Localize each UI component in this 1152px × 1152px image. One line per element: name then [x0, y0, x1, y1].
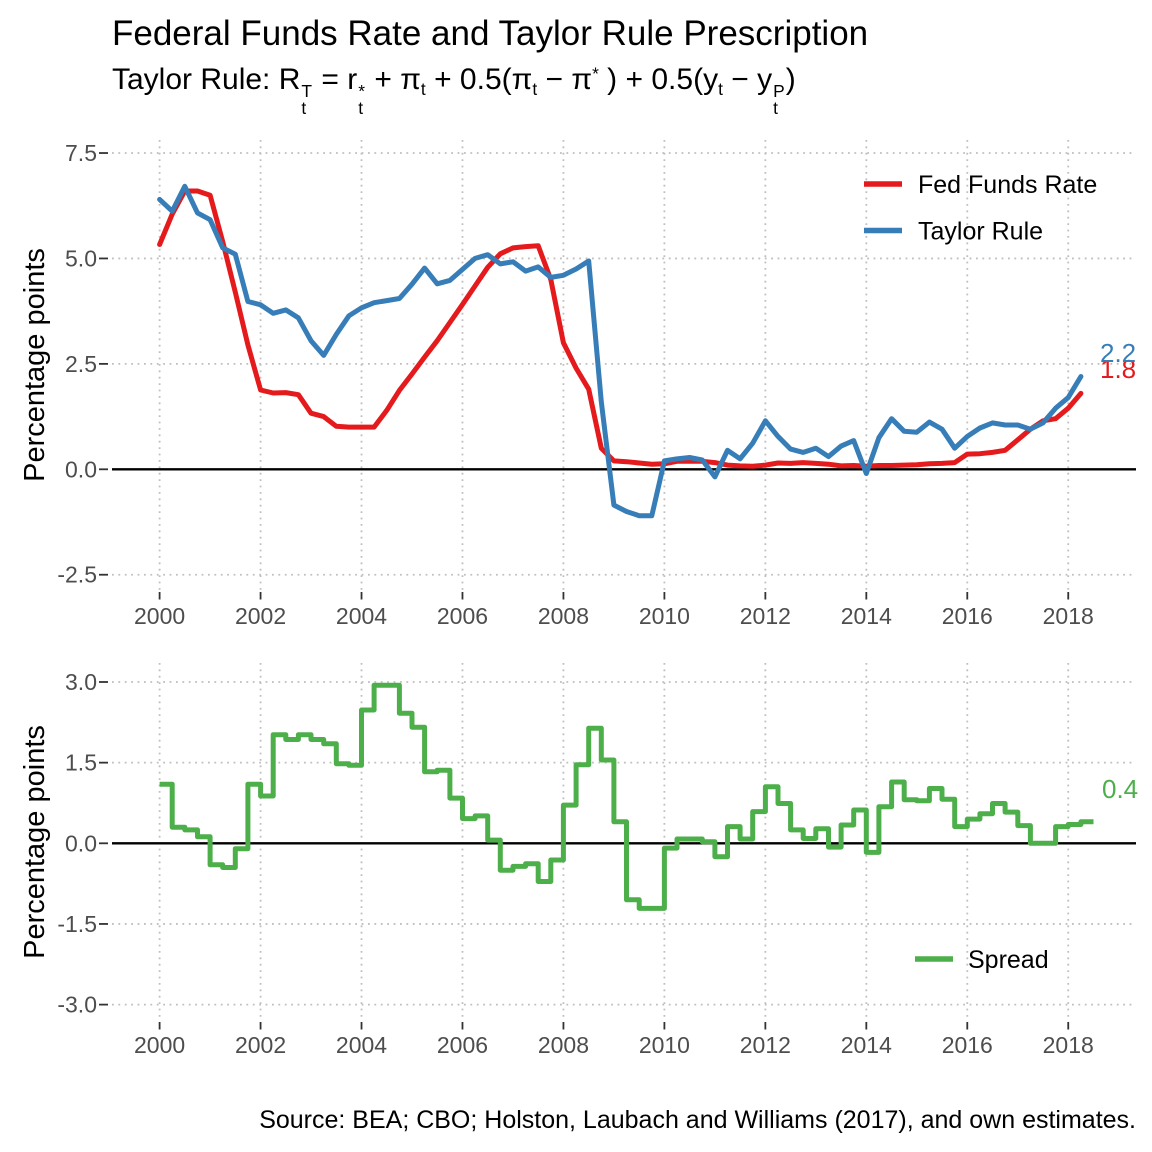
x-tick-label: 2014 — [841, 603, 892, 629]
x-tick-label: 2018 — [1043, 603, 1094, 629]
spread-line — [159, 682, 1094, 911]
x-tick-label: 2012 — [740, 603, 791, 629]
y-tick-label: 3.0 — [65, 669, 97, 695]
formula-segment: − π — [537, 63, 593, 96]
x-tick-label: 2002 — [235, 1032, 286, 1058]
taylor-rule-line — [157, 183, 1084, 519]
x-tick-label: 2006 — [437, 1032, 488, 1058]
x-tick-label: 2014 — [841, 1032, 892, 1058]
x-tick-label: 2006 — [437, 603, 488, 629]
x-tick-label: 2018 — [1043, 1032, 1094, 1058]
formula-subscript: t — [773, 98, 778, 119]
formula-superscript: * — [358, 80, 365, 101]
source-note: Source: BEA; CBO; Holston, Laubach and W… — [259, 1106, 1136, 1134]
end-label-spread-line: 0.4 — [1102, 774, 1138, 804]
formula-segment: = r — [313, 63, 358, 96]
y-tick-label: 1.5 — [65, 750, 97, 776]
formula-superscript: P — [773, 80, 785, 101]
formula-segment: ) — [785, 63, 796, 96]
y-tick-label: 7.5 — [65, 140, 97, 166]
formula-segment: + π — [366, 63, 421, 96]
x-tick-label: 2010 — [639, 603, 690, 629]
x-tick-label: 2012 — [740, 1032, 791, 1058]
formula-segment: − y — [722, 63, 773, 96]
fed-funds-rate-line — [157, 188, 1084, 469]
x-tick-label: 2010 — [639, 1032, 690, 1058]
formula-segment: ) + 0.5( — [598, 63, 704, 96]
x-tick-label: 2016 — [942, 603, 993, 629]
x-tick-label: 2008 — [538, 1032, 589, 1058]
formula-segment: π — [511, 63, 533, 96]
formula-subscript: t — [358, 98, 364, 119]
y-tick-label: -3.0 — [57, 992, 97, 1018]
y-tick-label: 2.5 — [65, 351, 97, 377]
end-label-taylor-rule-line: 2.2 — [1100, 338, 1136, 368]
end-label-fed-funds-rate-line: 1.8 — [1100, 354, 1136, 384]
x-tick-label: 2004 — [336, 603, 387, 629]
formula-segment: y — [703, 63, 719, 96]
formula-superscript: T — [301, 80, 313, 101]
x-tick-label: 2004 — [336, 1032, 387, 1058]
formula-subscript: t — [301, 98, 307, 119]
legend-label-fed-funds-rate-line: Fed Funds Rate — [918, 171, 1097, 199]
x-tick-label: 2016 — [942, 1032, 993, 1058]
formula-segment: t — [718, 79, 723, 100]
x-tick-label: 2000 — [134, 603, 185, 629]
formula-segment: + 0.5( — [425, 63, 512, 96]
y-tick-label: 0.0 — [65, 830, 97, 856]
formula-segment: t — [532, 79, 538, 100]
formula-segment: * t — [358, 80, 365, 119]
chart-title: Federal Funds Rate and Taylor Rule Presc… — [112, 14, 869, 53]
y-tick-label: -2.5 — [57, 562, 97, 588]
legend-label-spread-line: Spread — [968, 946, 1049, 974]
formula-segment: Taylor Rule: R — [112, 63, 301, 96]
y-tick-label: 5.0 — [65, 245, 97, 271]
x-tick-label: 2002 — [235, 603, 286, 629]
legend-label-taylor-rule-line: Taylor Rule — [918, 218, 1043, 246]
formula-segment: * — [592, 63, 599, 84]
y-tick-label: 0.0 — [65, 456, 97, 482]
x-tick-label: 2008 — [538, 603, 589, 629]
formula-segment: t — [420, 79, 426, 100]
y-tick-label: -1.5 — [57, 911, 97, 937]
x-tick-label: 2000 — [134, 1032, 185, 1058]
